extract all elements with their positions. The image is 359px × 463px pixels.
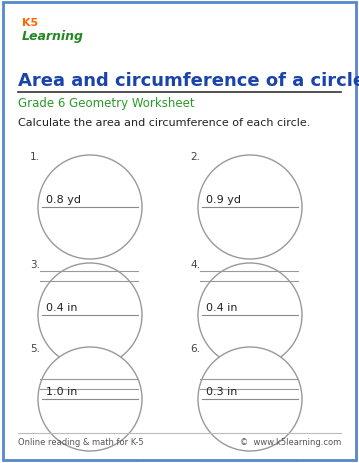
Circle shape xyxy=(38,156,142,259)
Circle shape xyxy=(198,156,302,259)
Circle shape xyxy=(38,347,142,451)
Text: 1.: 1. xyxy=(30,152,40,162)
Text: Online reading & math for K-5: Online reading & math for K-5 xyxy=(18,437,144,446)
Text: 1.0 in: 1.0 in xyxy=(46,386,78,396)
Text: 5.: 5. xyxy=(30,343,40,353)
Circle shape xyxy=(198,347,302,451)
Circle shape xyxy=(38,263,142,367)
Text: 0.3 in: 0.3 in xyxy=(206,386,237,396)
Text: 0.4 in: 0.4 in xyxy=(46,302,78,313)
Text: 0.4 in: 0.4 in xyxy=(206,302,238,313)
Text: 0.8 yd: 0.8 yd xyxy=(46,194,81,205)
Text: Area and circumference of a circle: Area and circumference of a circle xyxy=(18,72,359,90)
Text: Grade 6 Geometry Worksheet: Grade 6 Geometry Worksheet xyxy=(18,97,195,110)
Text: 0.9 yd: 0.9 yd xyxy=(206,194,241,205)
Text: 3.: 3. xyxy=(30,259,40,269)
Text: 2.: 2. xyxy=(190,152,200,162)
Text: 6.: 6. xyxy=(190,343,200,353)
Circle shape xyxy=(198,263,302,367)
Text: Learning: Learning xyxy=(22,30,84,43)
Text: ©  www.k5learning.com: © www.k5learning.com xyxy=(240,437,341,446)
Text: Calculate the area and circumference of each circle.: Calculate the area and circumference of … xyxy=(18,118,311,128)
Text: 4.: 4. xyxy=(190,259,200,269)
Text: K5: K5 xyxy=(22,18,38,28)
